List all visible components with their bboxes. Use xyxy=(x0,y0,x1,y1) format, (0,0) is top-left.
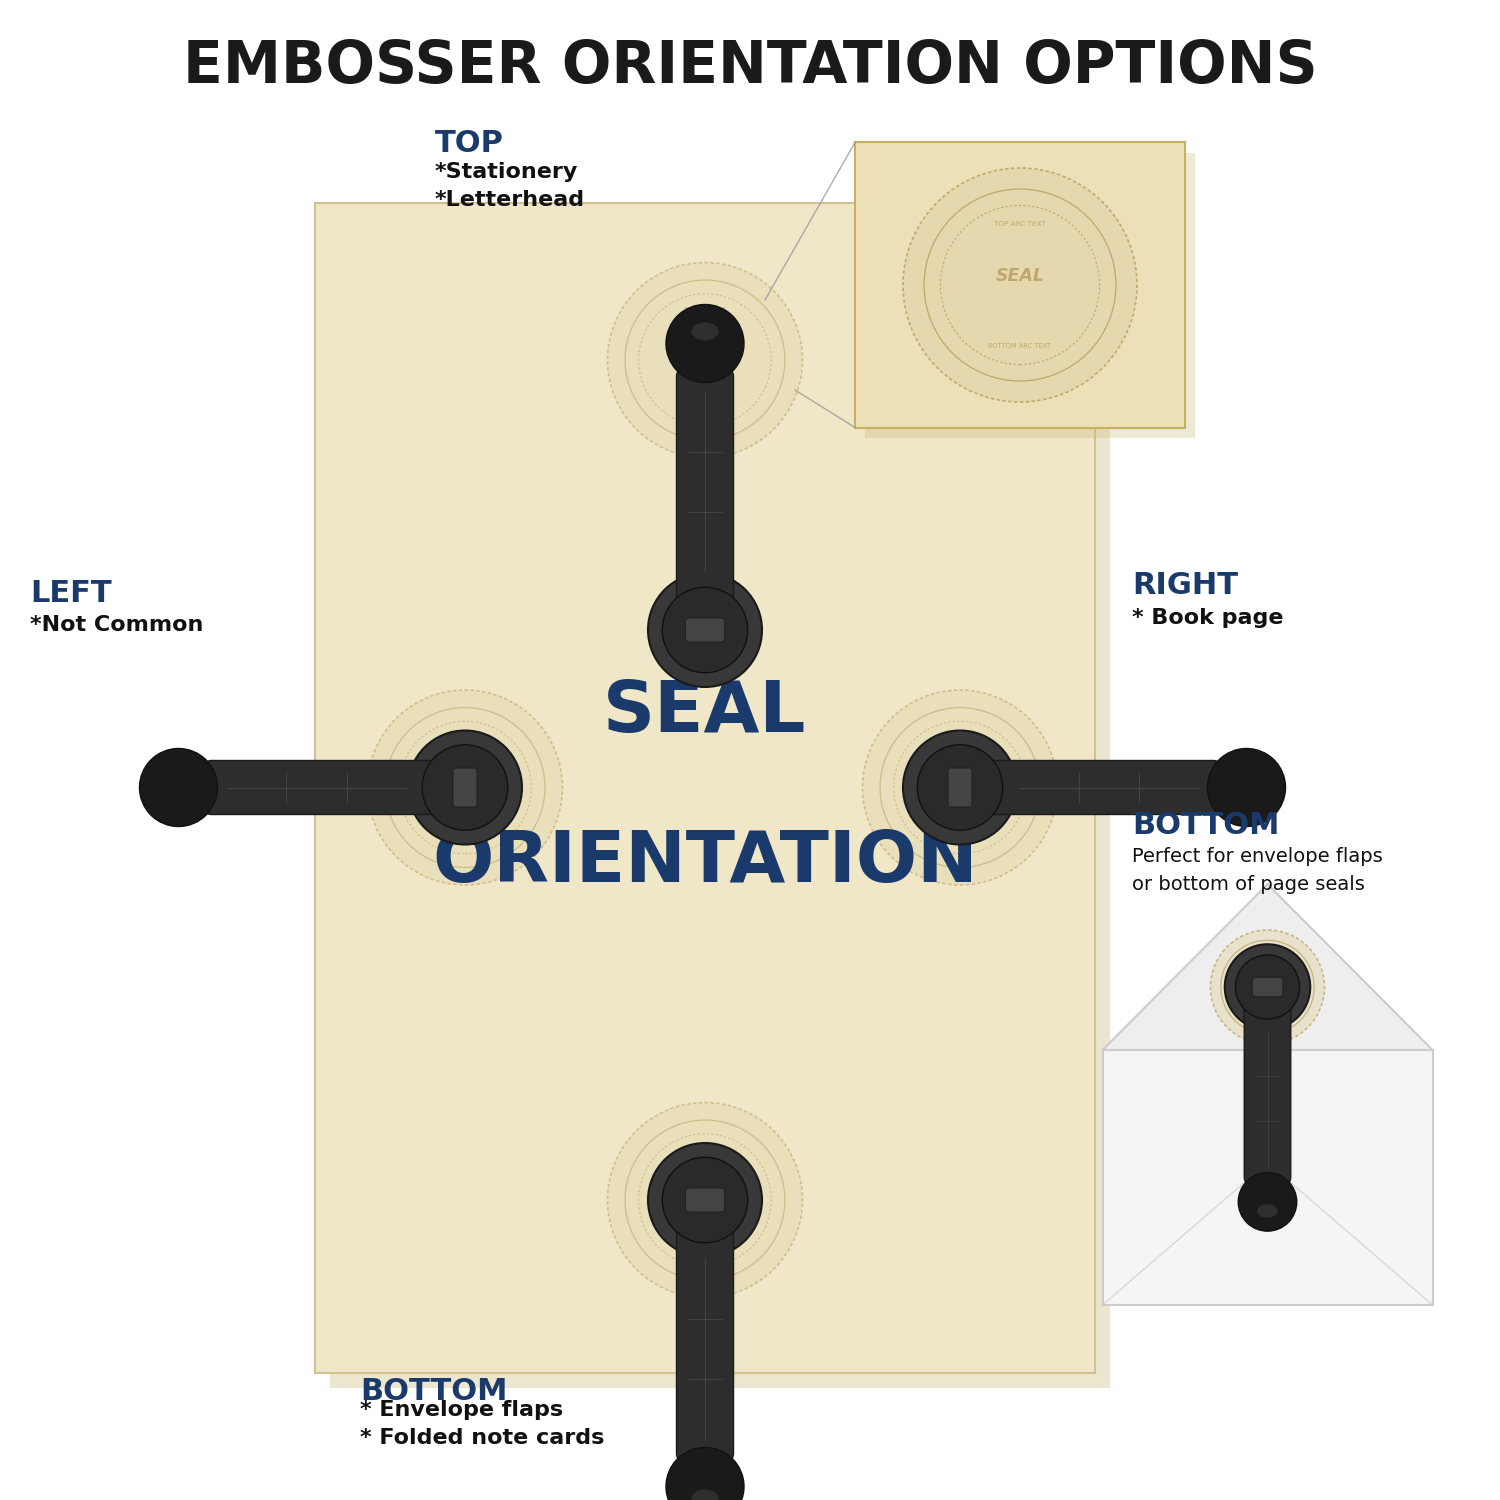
Text: SEAL: SEAL xyxy=(939,772,981,786)
Circle shape xyxy=(408,730,522,844)
Circle shape xyxy=(608,262,802,458)
Text: Perfect for envelope flaps
or bottom of page seals: Perfect for envelope flaps or bottom of … xyxy=(1132,847,1383,894)
Circle shape xyxy=(663,586,747,672)
Text: RIGHT: RIGHT xyxy=(1132,572,1239,600)
Circle shape xyxy=(648,573,762,687)
FancyBboxPatch shape xyxy=(686,1188,724,1212)
Text: TOP ARC TEXT: TOP ARC TEXT xyxy=(444,735,486,740)
Circle shape xyxy=(903,168,1137,402)
Ellipse shape xyxy=(1257,1204,1278,1218)
Text: TOP ARC TEXT: TOP ARC TEXT xyxy=(1256,956,1280,960)
Text: *Not Common: *Not Common xyxy=(30,615,204,634)
Circle shape xyxy=(1208,748,1286,827)
Text: BOTTOM ARC TEXT: BOTTOM ARC TEXT xyxy=(934,836,986,840)
Text: LEFT: LEFT xyxy=(30,579,111,608)
FancyBboxPatch shape xyxy=(981,760,1221,814)
Text: SEAL: SEAL xyxy=(603,678,807,747)
Bar xyxy=(330,217,1110,1388)
Text: TOP ARC TEXT: TOP ARC TEXT xyxy=(994,220,1045,226)
Circle shape xyxy=(1210,930,1324,1044)
Text: TOP ARC TEXT: TOP ARC TEXT xyxy=(684,1148,726,1152)
Text: BOTTOM: BOTTOM xyxy=(1132,812,1280,840)
Circle shape xyxy=(903,730,1017,844)
FancyBboxPatch shape xyxy=(676,1221,734,1461)
Text: SEAL: SEAL xyxy=(684,345,726,358)
FancyBboxPatch shape xyxy=(676,369,734,609)
Text: SEAL: SEAL xyxy=(444,772,486,786)
Circle shape xyxy=(1239,1173,1296,1232)
FancyBboxPatch shape xyxy=(1252,978,1282,998)
Text: ORIENTATION: ORIENTATION xyxy=(432,828,978,897)
Text: BOTTOM ARC TEXT: BOTTOM ARC TEXT xyxy=(1252,1014,1282,1019)
Circle shape xyxy=(608,1102,802,1298)
Ellipse shape xyxy=(692,1490,718,1500)
Bar xyxy=(855,142,1185,427)
Text: SEAL: SEAL xyxy=(684,1185,726,1198)
Text: TOP: TOP xyxy=(435,129,504,158)
Text: EMBOSSER ORIENTATION OPTIONS: EMBOSSER ORIENTATION OPTIONS xyxy=(183,38,1317,94)
Circle shape xyxy=(663,1158,747,1242)
Circle shape xyxy=(140,748,218,827)
Circle shape xyxy=(666,304,744,382)
Text: * Envelope flaps
* Folded note cards: * Envelope flaps * Folded note cards xyxy=(360,1400,604,1447)
Text: SEAL: SEAL xyxy=(996,267,1044,285)
Text: BOTTOM ARC TEXT: BOTTOM ARC TEXT xyxy=(680,408,730,413)
Text: BOTTOM ARC TEXT: BOTTOM ARC TEXT xyxy=(440,836,491,840)
Polygon shape xyxy=(1102,884,1432,1050)
Text: TOP ARC TEXT: TOP ARC TEXT xyxy=(684,308,726,312)
Bar xyxy=(1102,1050,1432,1305)
Circle shape xyxy=(368,690,562,885)
Circle shape xyxy=(916,746,1002,831)
Text: BOTTOM: BOTTOM xyxy=(360,1377,507,1406)
Text: TOP ARC TEXT: TOP ARC TEXT xyxy=(939,735,981,740)
Circle shape xyxy=(862,690,1058,885)
FancyBboxPatch shape xyxy=(204,760,444,814)
Circle shape xyxy=(648,1143,762,1257)
FancyBboxPatch shape xyxy=(1245,1000,1290,1185)
Ellipse shape xyxy=(692,322,718,340)
FancyBboxPatch shape xyxy=(948,768,972,807)
Circle shape xyxy=(1224,945,1311,1030)
Text: BOTTOM ARC TEXT: BOTTOM ARC TEXT xyxy=(988,344,1052,350)
Text: BOTTOM ARC TEXT: BOTTOM ARC TEXT xyxy=(680,1248,730,1252)
Circle shape xyxy=(423,746,507,831)
Text: * Book page: * Book page xyxy=(1132,608,1284,627)
FancyBboxPatch shape xyxy=(453,768,477,807)
Text: *Stationery
*Letterhead: *Stationery *Letterhead xyxy=(435,162,585,210)
Bar xyxy=(865,153,1196,438)
Bar xyxy=(315,202,1095,1372)
Text: SEAL: SEAL xyxy=(1256,978,1280,987)
FancyBboxPatch shape xyxy=(686,618,724,642)
Circle shape xyxy=(1236,956,1299,1018)
Circle shape xyxy=(666,1448,744,1500)
